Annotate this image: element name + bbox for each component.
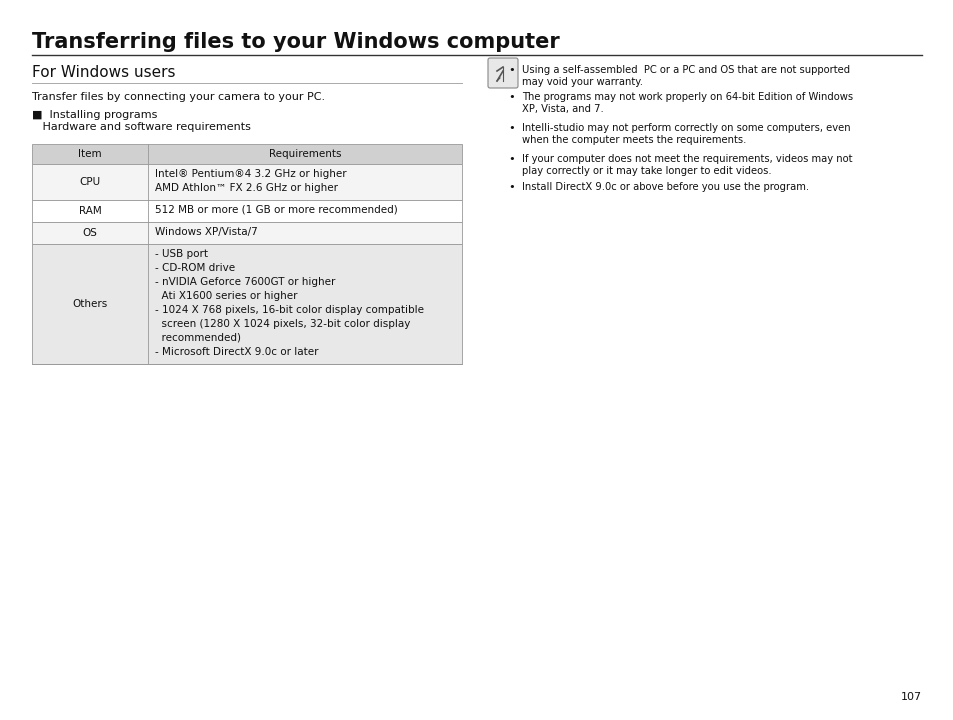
Text: Requirements: Requirements <box>269 149 341 159</box>
Bar <box>32 144 461 164</box>
Text: Item: Item <box>78 149 102 159</box>
Text: •: • <box>507 182 515 192</box>
Text: Others: Others <box>72 299 108 309</box>
Text: 512 MB or more (1 GB or more recommended): 512 MB or more (1 GB or more recommended… <box>154 205 397 215</box>
Text: may void your warranty.: may void your warranty. <box>521 77 642 87</box>
Text: play correctly or it may take longer to edit videos.: play correctly or it may take longer to … <box>521 166 771 176</box>
Text: Hardware and software requirements: Hardware and software requirements <box>32 122 251 132</box>
Text: ■  Installing programs: ■ Installing programs <box>32 110 157 120</box>
Text: Install DirectX 9.0c or above before you use the program.: Install DirectX 9.0c or above before you… <box>521 182 808 192</box>
Text: •: • <box>507 92 515 102</box>
FancyBboxPatch shape <box>488 58 517 88</box>
Text: Windows XP/Vista/7: Windows XP/Vista/7 <box>154 227 257 237</box>
Text: Intelli-studio may not perform correctly on some computers, even: Intelli-studio may not perform correctly… <box>521 123 850 133</box>
Bar <box>32 164 461 200</box>
Text: 107: 107 <box>900 692 921 702</box>
Text: Using a self-assembled  PC or a PC and OS that are not supported: Using a self-assembled PC or a PC and OS… <box>521 65 849 75</box>
Text: CPU: CPU <box>79 177 100 187</box>
Text: For Windows users: For Windows users <box>32 65 175 80</box>
Text: Intel® Pentium®4 3.2 GHz or higher
AMD Athlon™ FX 2.6 GHz or higher: Intel® Pentium®4 3.2 GHz or higher AMD A… <box>154 169 346 193</box>
Text: Transferring files to your Windows computer: Transferring files to your Windows compu… <box>32 32 559 52</box>
Text: Transfer files by connecting your camera to your PC.: Transfer files by connecting your camera… <box>32 92 325 102</box>
Bar <box>32 222 461 244</box>
Bar <box>32 244 461 364</box>
Bar <box>32 200 461 222</box>
Text: XP, Vista, and 7.: XP, Vista, and 7. <box>521 104 603 114</box>
Text: - USB port
- CD-ROM drive
- nVIDIA Geforce 7600GT or higher
  Ati X1600 series o: - USB port - CD-ROM drive - nVIDIA Gefor… <box>154 249 423 357</box>
Text: when the computer meets the requirements.: when the computer meets the requirements… <box>521 135 745 145</box>
Text: RAM: RAM <box>78 206 101 216</box>
Text: •: • <box>507 123 515 133</box>
Text: OS: OS <box>83 228 97 238</box>
Text: The programs may not work properly on 64-bit Edition of Windows: The programs may not work properly on 64… <box>521 92 852 102</box>
Text: •: • <box>507 154 515 164</box>
Text: If your computer does not meet the requirements, videos may not: If your computer does not meet the requi… <box>521 154 852 164</box>
Text: •: • <box>507 65 515 75</box>
